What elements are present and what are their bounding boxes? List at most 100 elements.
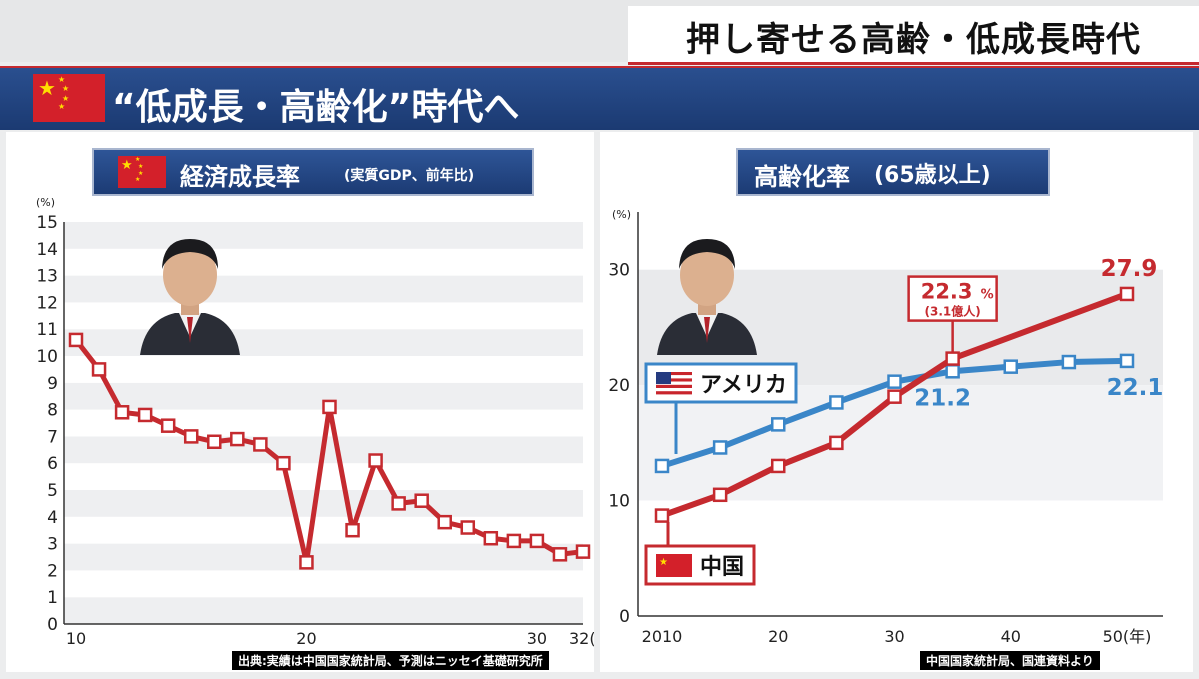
page-title: “低成長・高齢化”時代へ (112, 87, 520, 128)
y-tick-label: 7 (47, 427, 58, 447)
x-tick-label: 10 (66, 629, 86, 647)
data-point (414, 493, 429, 508)
legend-label: アメリカ (700, 373, 787, 398)
data-point (230, 431, 245, 447)
data-point (299, 555, 314, 570)
y-tick-label: 2 (47, 561, 58, 581)
title-bar: ★ ★ ★ ★ ★ “低成長・高齢化”時代へ (0, 66, 1199, 130)
y-tick-label: 15 (36, 213, 58, 233)
data-point (712, 440, 728, 455)
y-tick-label: 9 (47, 374, 58, 394)
data-point (829, 435, 844, 451)
data-point (137, 407, 153, 423)
annotation-box (907, 275, 998, 322)
data-point (183, 429, 199, 444)
leader-portrait (140, 239, 240, 355)
right-chart-source: 中国国家統計局、国連資料より (920, 651, 1100, 670)
y-tick-label: 1 (47, 588, 58, 608)
data-point (91, 362, 107, 377)
data-point (391, 496, 406, 511)
y-axis-unit: (%) (612, 208, 631, 221)
right-chart-subtitle: (65歳以上) (874, 163, 991, 188)
data-point (114, 405, 130, 420)
y-tick-label: 14 (36, 240, 58, 260)
aging-rate-chart: (%) 0 10 20 30 2010 20 30 40 50(年) アメリカ ★ 中国 22.3 %(3.… (608, 208, 1164, 646)
annotation-unit: % (981, 288, 994, 303)
grid-band (64, 356, 583, 383)
x-tick-label: 40 (1001, 627, 1021, 646)
data-point (771, 417, 786, 432)
data-point (529, 533, 545, 549)
grid-band (64, 222, 583, 249)
y-axis-unit: (%) (36, 196, 55, 209)
data-point (437, 514, 452, 530)
data-point (322, 399, 337, 415)
left-chart-title: 経済成長率 (180, 163, 300, 191)
data-point (654, 508, 670, 523)
grid-band (64, 490, 583, 517)
headline: 押し寄せる高齢・低成長時代 (686, 20, 1141, 60)
legend-label: 中国 (700, 555, 744, 580)
grid-band (64, 275, 583, 303)
x-tick-label: 32(年) (569, 629, 594, 647)
leader-portrait (657, 239, 757, 355)
y-tick-label: 4 (47, 508, 58, 528)
left-chart-subtitle: (実質GDP、前年比) (344, 168, 475, 184)
y-tick-label: 11 (36, 320, 58, 340)
data-point (483, 530, 499, 546)
data-point (368, 453, 383, 468)
data-point (887, 389, 902, 404)
y-tick-label: 8 (47, 401, 58, 421)
y-tick-label: 0 (619, 607, 630, 627)
x-tick-label: 20 (768, 627, 788, 646)
y-tick-label: 3 (47, 535, 58, 555)
right-chart-title: 高齢化率 (754, 163, 850, 191)
data-point (460, 520, 476, 535)
y-tick-label: 6 (47, 454, 58, 474)
x-tick-label: 30 (527, 629, 547, 647)
x-tick-label: 50(年) (1103, 627, 1152, 646)
data-point (1119, 353, 1135, 369)
data-point (712, 487, 728, 503)
headline-box: 押し寄せる高齢・低成長時代 (628, 6, 1199, 65)
data-point (552, 547, 568, 562)
y-tick-label: 12 (36, 293, 58, 313)
y-tick-label: 10 (36, 347, 58, 367)
data-point (345, 522, 360, 538)
grid-band (64, 302, 583, 330)
usa-flag-icon (656, 372, 692, 395)
data-point (68, 332, 84, 348)
y-tick-label: 5 (47, 481, 58, 501)
data-point (945, 364, 960, 379)
left-chart-label: ★ ★ ★ ★ ★ 経済成長率 (実質GDP、前年比) (92, 148, 534, 196)
annotation-value: 22.1 (1107, 375, 1164, 401)
data-point (945, 351, 960, 366)
y-tick-label: 10 (608, 492, 630, 512)
data-point (506, 533, 522, 549)
data-point (207, 434, 222, 450)
data-point (1061, 354, 1077, 370)
annotation-value: 22.3 (921, 280, 973, 304)
data-point (1119, 286, 1135, 302)
data-point (654, 458, 670, 474)
annotation-value: 21.2 (914, 385, 971, 411)
grid-band (64, 463, 583, 490)
y-tick-label: 13 (36, 267, 58, 287)
data-point (1003, 359, 1018, 374)
x-tick-label: 20 (296, 629, 316, 647)
y-tick-label: 30 (608, 261, 630, 281)
data-point (771, 458, 786, 474)
x-tick-label: 2010 (642, 627, 683, 646)
data-point (887, 374, 902, 389)
china-flag-icon: ★ (656, 554, 692, 577)
data-point (160, 418, 176, 433)
annotation-value: 27.9 (1101, 256, 1158, 282)
left-chart-source: 出典:実績は中国国家統計局、予測はニッセイ基礎研究所 (232, 651, 549, 670)
grid-band (64, 543, 583, 571)
grid-band (64, 597, 583, 624)
china-flag-icon: ★ ★ ★ ★ ★ (118, 156, 166, 188)
china-flag-icon: ★ ★ ★ ★ ★ (33, 74, 105, 122)
data-point (253, 437, 268, 452)
right-chart-label: 高齢化率 (65歳以上) (736, 148, 1050, 196)
annotation-sub: (3.1億人) (925, 304, 981, 319)
